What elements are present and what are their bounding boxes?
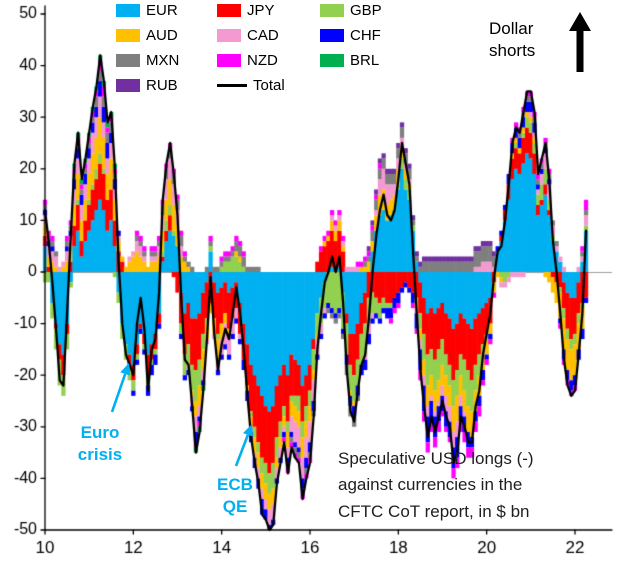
caption-line2: against currencies in the	[338, 475, 523, 495]
chart-caption: Speculative USD longs (-) against curren…	[338, 446, 610, 525]
legend-swatch-jpy	[217, 4, 241, 17]
legend-label-chf: CHF	[350, 27, 381, 44]
legend-label-mxn: MXN	[146, 52, 180, 69]
legend-item-total: Total	[217, 77, 316, 94]
dollar-shorts-up-arrow-icon	[569, 12, 591, 72]
legend-item-jpy: JPY	[217, 2, 316, 19]
legend-swatch-total	[217, 84, 247, 87]
legend-item-mxn: MXN	[116, 52, 213, 69]
legend-item-nzd: NZD	[217, 52, 316, 69]
legend-item-eur: EUR	[116, 2, 213, 19]
legend-swatch-aud	[116, 29, 140, 42]
annotation-ecb-qe: ECB QE	[200, 474, 270, 518]
legend-swatch-chf	[320, 29, 344, 42]
annotation-euro-crisis: Euro crisis	[50, 422, 150, 466]
legend-swatch-mxn	[116, 54, 140, 67]
legend-label-jpy: JPY	[247, 2, 275, 19]
legend-item-rub: RUB	[116, 77, 213, 94]
legend-label-nzd: NZD	[247, 52, 278, 69]
legend-swatch-cad	[217, 29, 241, 42]
caption-line3: CFTC CoT report, in $ bn	[338, 501, 530, 521]
legend-label-cad: CAD	[247, 27, 279, 44]
legend-item-cad: CAD	[217, 27, 316, 44]
annotation-euro-crisis-line2: crisis	[77, 445, 123, 465]
legend-label-aud: AUD	[146, 27, 178, 44]
legend-item-chf: CHF	[320, 27, 408, 44]
legend-item-gbp: GBP	[320, 2, 408, 19]
legend-label-brl: BRL	[350, 52, 380, 69]
legend-swatch-gbp	[320, 4, 344, 17]
annotation-euro-crisis-line1: Euro	[80, 423, 120, 442]
chart-legend: EUR JPY GBP AUD CAD CHF MXN NZD BRL RUB Total	[116, 2, 408, 94]
legend-swatch-rub	[116, 79, 140, 92]
annotation-ecb-qe-line2: QE	[222, 497, 248, 517]
legend-item-brl: BRL	[320, 52, 408, 69]
annotation-dollar-shorts: Dollar shorts	[489, 18, 569, 62]
euro-crisis-arrow-icon	[110, 363, 131, 413]
caption-line1: Speculative USD longs (-)	[338, 449, 534, 468]
legend-swatch-brl	[320, 54, 344, 67]
legend-label-eur: EUR	[146, 2, 178, 19]
legend-swatch-nzd	[217, 54, 241, 67]
legend-label-gbp: GBP	[350, 2, 382, 19]
legend-item-aud: AUD	[116, 27, 213, 44]
legend-label-rub: RUB	[146, 77, 178, 94]
annotation-dollar-shorts-line1: Dollar	[489, 19, 534, 38]
legend-swatch-eur	[116, 4, 140, 17]
ecb-qe-arrow-icon	[234, 424, 253, 467]
annotation-ecb-qe-line1: ECB	[217, 475, 253, 494]
annotation-dollar-shorts-line2: shorts	[489, 41, 536, 61]
legend-label-total: Total	[253, 77, 285, 94]
